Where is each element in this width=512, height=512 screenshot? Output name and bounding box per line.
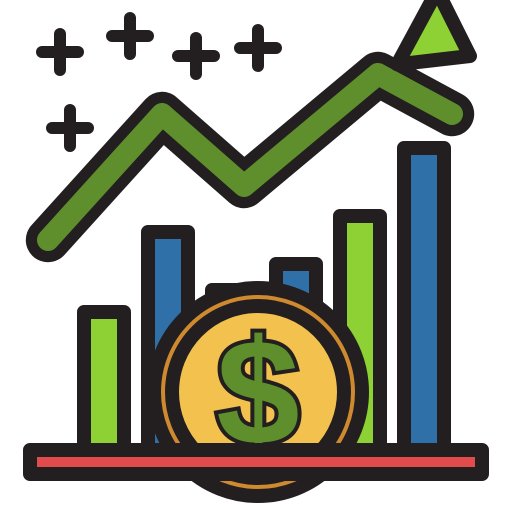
base-platform xyxy=(30,450,482,474)
growth-chart-icon: $ xyxy=(0,0,512,512)
bar xyxy=(404,148,444,450)
bar xyxy=(84,312,124,450)
